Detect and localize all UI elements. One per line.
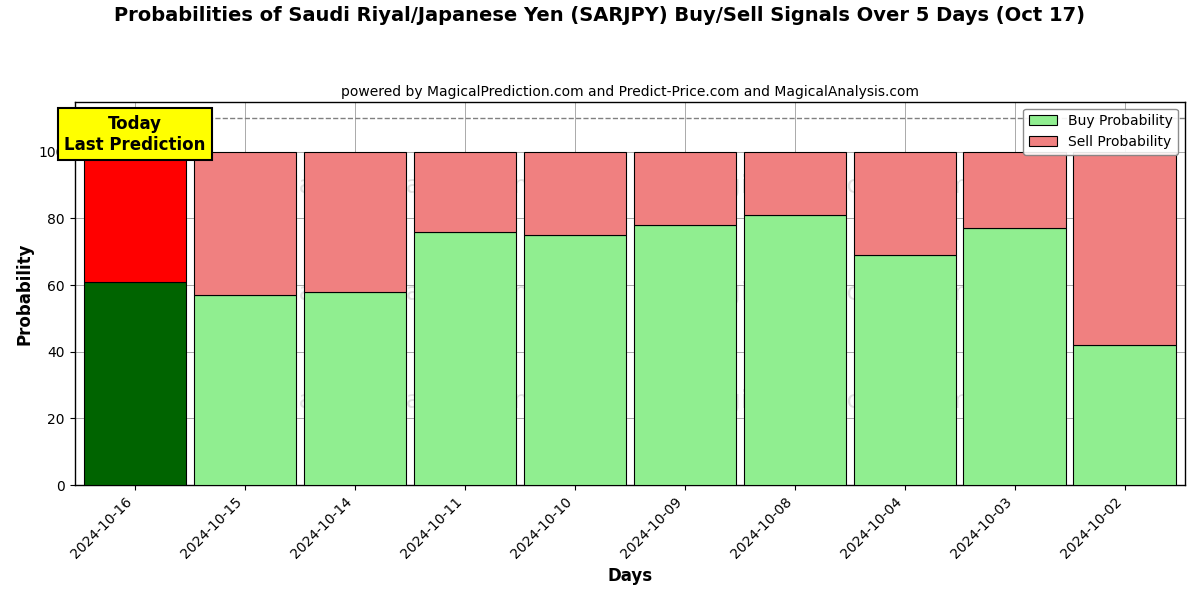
Text: MagicalPrediction.com: MagicalPrediction.com bbox=[689, 174, 971, 198]
Bar bbox=[1074, 152, 1176, 345]
Bar bbox=[744, 215, 846, 485]
X-axis label: Days: Days bbox=[607, 567, 653, 585]
Bar bbox=[304, 152, 406, 292]
Bar bbox=[634, 225, 736, 485]
Legend: Buy Probability, Sell Probability: Buy Probability, Sell Probability bbox=[1024, 109, 1178, 155]
Bar bbox=[194, 295, 296, 485]
Text: MagicalAnalysis.com: MagicalAnalysis.com bbox=[277, 281, 538, 305]
Bar bbox=[853, 152, 955, 255]
Bar bbox=[414, 152, 516, 232]
Y-axis label: Probability: Probability bbox=[16, 242, 34, 344]
Text: MagicalAnalysis.com: MagicalAnalysis.com bbox=[277, 389, 538, 413]
Bar bbox=[523, 235, 626, 485]
Title: powered by MagicalPrediction.com and Predict-Price.com and MagicalAnalysis.com: powered by MagicalPrediction.com and Pre… bbox=[341, 85, 919, 99]
Bar bbox=[744, 152, 846, 215]
Text: Today
Last Prediction: Today Last Prediction bbox=[65, 115, 206, 154]
Bar bbox=[84, 281, 186, 485]
Bar bbox=[964, 229, 1066, 485]
Text: MagicalPrediction.com: MagicalPrediction.com bbox=[689, 389, 971, 413]
Bar bbox=[523, 152, 626, 235]
Text: Probabilities of Saudi Riyal/Japanese Yen (SARJPY) Buy/Sell Signals Over 5 Days : Probabilities of Saudi Riyal/Japanese Ye… bbox=[114, 6, 1086, 25]
Bar bbox=[304, 292, 406, 485]
Bar bbox=[964, 152, 1066, 229]
Text: MagicalAnalysis.com: MagicalAnalysis.com bbox=[277, 174, 538, 198]
Bar bbox=[1074, 345, 1176, 485]
Text: MagicalPrediction.com: MagicalPrediction.com bbox=[689, 281, 971, 305]
Bar bbox=[634, 152, 736, 225]
Bar bbox=[853, 255, 955, 485]
Bar bbox=[84, 152, 186, 281]
Bar bbox=[194, 152, 296, 295]
Bar bbox=[414, 232, 516, 485]
